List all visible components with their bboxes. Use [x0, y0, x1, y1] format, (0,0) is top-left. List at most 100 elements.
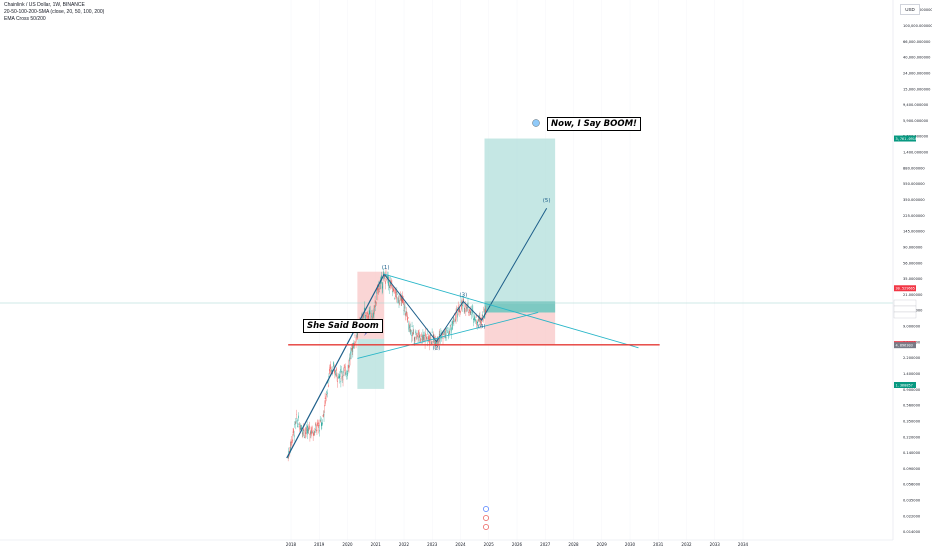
candle-body — [342, 379, 344, 381]
candle-body — [414, 338, 416, 340]
candle-body — [323, 414, 325, 416]
candle-body — [391, 284, 393, 288]
candle-body — [466, 306, 467, 308]
candle-body — [478, 315, 480, 317]
price-axis-label: 1,400.000000 — [903, 151, 929, 155]
candle-body — [312, 433, 314, 435]
candle-body — [315, 428, 316, 431]
candle-body — [429, 335, 431, 341]
wave-labels: (1) (2) (3) (4) (5) — [382, 198, 551, 351]
candle-body — [341, 370, 342, 373]
indicator-sma-legend[interactable]: 20-50-100-200-SMA (close, 20, 50, 100, 2… — [4, 9, 105, 15]
wave-label: (5) — [543, 198, 551, 204]
indicator-ema-legend[interactable]: EMA Cross 50/200 — [4, 16, 46, 22]
candle-body — [422, 334, 424, 338]
price-tag-label: 1.360857 — [896, 383, 913, 387]
right-callout[interactable]: Now, I Say BOOM! — [547, 117, 641, 131]
right-position-entry-band — [484, 301, 556, 313]
candle-body — [481, 317, 482, 320]
candle-body — [319, 418, 321, 422]
time-axis-label: 2028 — [568, 542, 579, 547]
candle-body — [399, 303, 400, 305]
candle-body — [480, 318, 482, 325]
candle-body — [450, 323, 452, 325]
candle-body — [432, 334, 434, 339]
candle-body — [391, 281, 392, 284]
candle-body — [410, 329, 411, 335]
candle-body — [423, 334, 424, 340]
candle-body — [368, 310, 370, 315]
candle-body — [422, 336, 423, 341]
candle-body — [451, 331, 452, 333]
candle-body — [476, 321, 478, 324]
price-axis-label: 5,900.000000 — [903, 119, 929, 123]
candle-body — [393, 289, 394, 291]
candle-body — [435, 341, 437, 344]
candle-body — [345, 373, 347, 375]
candle-body — [394, 290, 396, 292]
candle-body — [428, 336, 429, 339]
candle-body — [287, 455, 289, 459]
price-axis-label: 0.035000 — [903, 499, 921, 503]
candle-body — [317, 421, 319, 424]
candle-body — [305, 429, 307, 431]
candle-body — [331, 369, 332, 372]
price-tag-bg — [894, 285, 916, 292]
left-position-profit-zone — [357, 338, 385, 389]
candle-body — [407, 317, 409, 318]
candle-body — [482, 317, 484, 321]
candle-body — [389, 281, 391, 284]
candle-body — [409, 327, 410, 329]
candle-body — [353, 343, 355, 349]
candle-body — [366, 314, 367, 316]
candle-body — [459, 309, 461, 313]
candle-body — [362, 317, 364, 319]
candle-body — [443, 332, 445, 334]
candle-body — [440, 337, 441, 340]
candle-body — [378, 289, 379, 290]
candle-body — [347, 370, 349, 372]
time-axis-label: 2027 — [540, 542, 551, 547]
time-axis-label: 2032 — [681, 542, 692, 547]
candle-body — [367, 312, 368, 315]
price-tag-label: 3,761.091000 — [896, 137, 922, 141]
candle-body — [316, 429, 318, 431]
candle-body — [348, 365, 350, 369]
candle-body — [471, 314, 473, 316]
candle-body — [329, 368, 330, 371]
price-axis-label: 90.000000 — [903, 245, 923, 249]
candle-body — [407, 317, 408, 322]
candle-body — [320, 421, 322, 423]
candle-body — [308, 426, 310, 431]
price-axis-label: 0.022000 — [903, 514, 921, 518]
bomb-icon — [532, 119, 540, 127]
left-callout[interactable]: She Said Boom — [303, 319, 383, 333]
wave-label: (1) — [382, 265, 390, 271]
candle-body — [376, 291, 377, 294]
price-axis-label: 225.000000 — [903, 214, 925, 218]
candle-body — [485, 310, 486, 313]
candle-body — [334, 369, 335, 371]
candle-body — [432, 341, 433, 342]
candle-body — [382, 286, 383, 288]
candle-body — [470, 308, 471, 314]
candle-body — [418, 334, 420, 338]
candle-body — [352, 344, 353, 350]
candle-body — [406, 311, 407, 315]
candle-body — [441, 337, 442, 339]
candle-body — [437, 342, 439, 343]
time-axis-label: 2019 — [314, 542, 325, 547]
currency-button[interactable]: USD — [900, 4, 920, 15]
price-tag-bg — [894, 135, 916, 142]
candle-body — [368, 314, 369, 318]
time-axis-label: 2023 — [427, 542, 438, 547]
candle-body — [397, 293, 398, 295]
candle-body — [464, 307, 465, 309]
candle-body — [377, 288, 378, 289]
candle-body — [430, 335, 431, 337]
candle-body — [350, 351, 352, 353]
candle-body — [325, 400, 326, 404]
candle-body — [425, 337, 427, 339]
right-position-profit-zone — [484, 138, 556, 313]
